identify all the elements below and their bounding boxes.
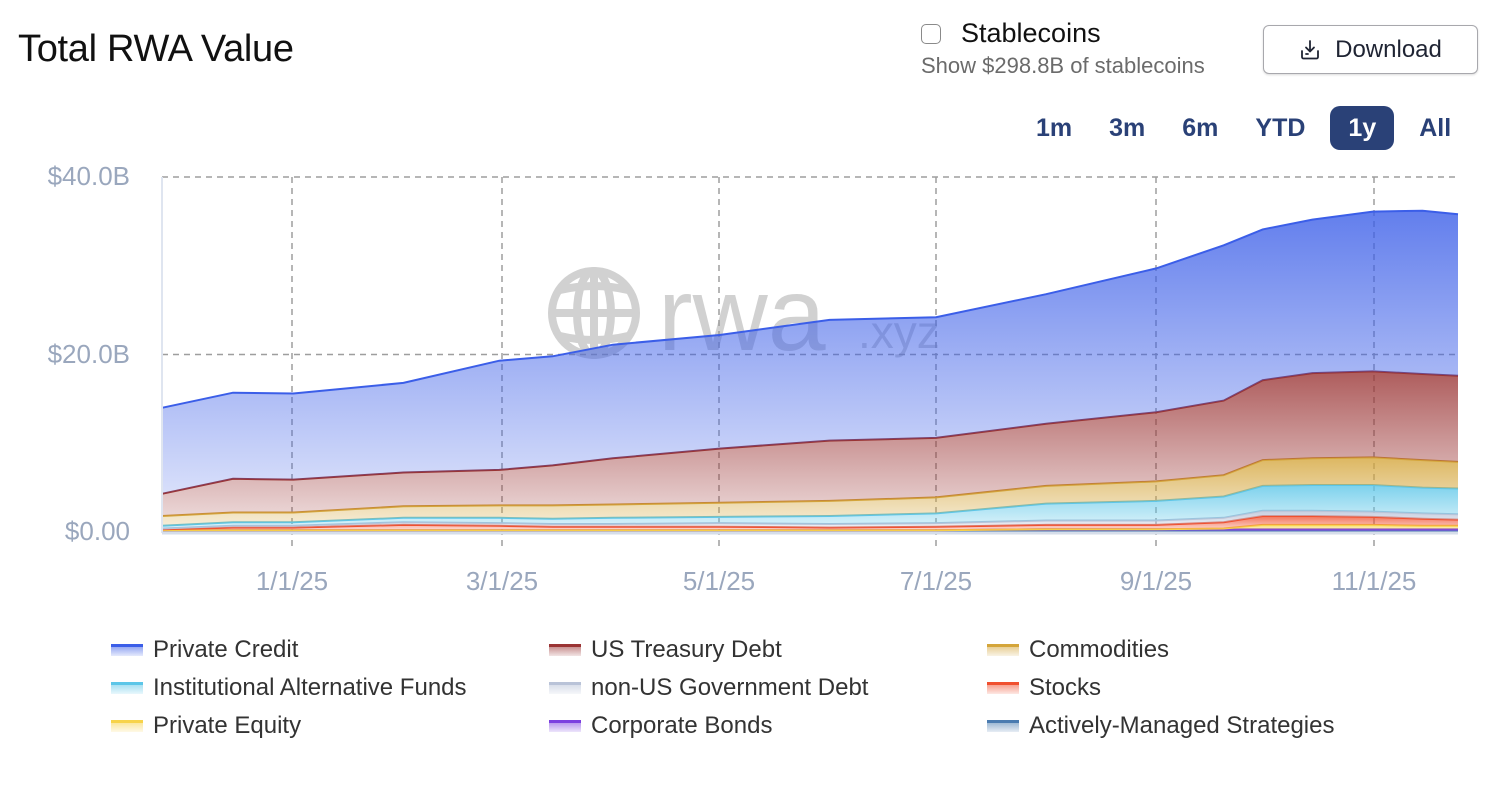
legend-item-private-credit[interactable]: Private Credit bbox=[111, 636, 549, 664]
area-us-treasury-debt bbox=[162, 371, 1458, 516]
range-3m[interactable]: 3m bbox=[1109, 114, 1146, 142]
area-institutional-alternative-funds bbox=[162, 485, 1458, 529]
legend-item-institutional-alternative-funds[interactable]: Institutional Alternative Funds bbox=[111, 674, 549, 702]
legend-swatch bbox=[987, 720, 1019, 732]
y-tick-40b: $40.0B bbox=[47, 161, 130, 191]
time-range-selector: 1m 3m 6m YTD 1y All bbox=[1020, 106, 1472, 150]
x-tick: 7/1/25 bbox=[899, 566, 973, 596]
legend-swatch bbox=[987, 644, 1019, 656]
x-tick: 5/1/25 bbox=[682, 566, 756, 596]
download-label: Download bbox=[1335, 35, 1442, 63]
range-1y[interactable]: 1y bbox=[1330, 106, 1395, 150]
legend-item-corporate-bonds[interactable]: Corporate Bonds bbox=[549, 712, 987, 740]
area-series bbox=[161, 209, 1459, 533]
stablecoins-label[interactable]: Stablecoins bbox=[961, 18, 1101, 48]
y-tick-0: $0.00 bbox=[64, 516, 130, 546]
globe-icon bbox=[548, 267, 640, 359]
x-tick: 9/1/25 bbox=[1119, 566, 1193, 596]
download-button[interactable]: Download bbox=[1263, 25, 1478, 74]
area-non-us-government-debt bbox=[162, 510, 1458, 530]
stablecoins-toggle-group: Stablecoins Show $298.8B of stablecoins bbox=[921, 18, 1205, 79]
legend-swatch bbox=[549, 682, 581, 694]
legend-item-actively-managed-strategies[interactable]: Actively-Managed Strategies bbox=[987, 712, 1425, 740]
x-tick: 11/1/25 bbox=[1331, 566, 1417, 596]
legend-item-us-treasury-debt[interactable]: US Treasury Debt bbox=[549, 636, 987, 664]
legend-swatch bbox=[549, 644, 581, 656]
legend-swatch bbox=[111, 644, 143, 656]
area-private-credit bbox=[162, 210, 1458, 494]
x-tick: 1/1/25 bbox=[255, 566, 329, 596]
chart-legend: Private Credit US Treasury Debt Commodit… bbox=[111, 636, 1461, 740]
page-title: Total RWA Value bbox=[18, 28, 294, 70]
range-6m[interactable]: 6m bbox=[1182, 114, 1219, 142]
x-tick: 3/1/25 bbox=[465, 566, 539, 596]
legend-swatch bbox=[111, 720, 143, 732]
y-tick-20b: $20.0B bbox=[47, 339, 130, 369]
legend-swatch bbox=[987, 682, 1019, 694]
legend-item-private-equity[interactable]: Private Equity bbox=[111, 712, 549, 740]
legend-item-non-us-government-debt[interactable]: non-US Government Debt bbox=[549, 674, 987, 702]
download-icon bbox=[1301, 39, 1320, 59]
range-1m[interactable]: 1m bbox=[1036, 114, 1073, 142]
legend-swatch bbox=[111, 682, 143, 694]
range-ytd[interactable]: YTD bbox=[1255, 114, 1306, 142]
range-all[interactable]: All bbox=[1419, 114, 1452, 142]
stacked-area-chart[interactable]: rwa .xyz bbox=[0, 0, 1493, 600]
area-commodities bbox=[162, 457, 1458, 526]
legend-item-stocks[interactable]: Stocks bbox=[987, 674, 1425, 702]
legend-swatch bbox=[549, 720, 581, 732]
stablecoins-subtext: Show $298.8B of stablecoins bbox=[921, 53, 1205, 78]
legend-item-commodities[interactable]: Commodities bbox=[987, 636, 1425, 664]
stablecoins-checkbox[interactable] bbox=[921, 23, 941, 44]
